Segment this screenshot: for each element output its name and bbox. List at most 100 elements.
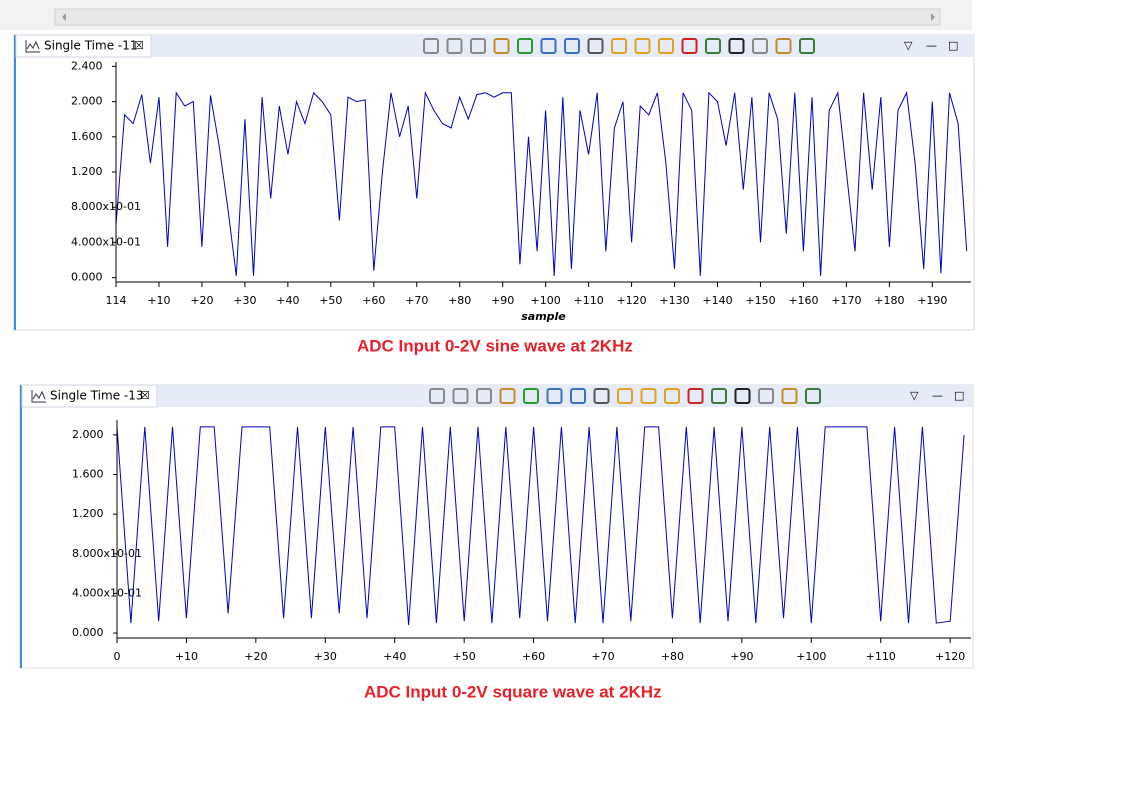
data-line [116,426,965,626]
x-axis-label: sample [521,310,566,323]
x-tick-label: +170 [831,294,861,307]
toolbar-button[interactable] [758,388,774,404]
view-edge [20,385,22,668]
caption: ADC Input 0-2V square wave at 2KHz [364,682,662,701]
toolbar-button[interactable] [587,38,604,54]
y-tick-label: 0.000 [71,271,103,284]
toolbar-button[interactable] [617,388,633,404]
toolbar-button[interactable] [540,38,557,54]
x-tick-label: +180 [874,294,904,307]
toolbar-button[interactable] [705,38,721,54]
x-tick-label: +70 [591,650,614,663]
tab-close: ☒ [134,39,144,52]
y-tick-label: 8.000x10-01 [72,547,142,560]
data-line [115,90,968,276]
x-tick-label: +70 [405,294,428,307]
x-tick-label: +40 [383,650,406,663]
x-tick-label: +90 [730,650,753,663]
toolbar-button[interactable] [570,388,586,404]
tab-icon [25,40,40,53]
toolbar-button[interactable] [564,38,580,54]
tab[interactable] [15,34,152,58]
tab-bar [22,385,973,407]
toolbar-button[interactable] [687,388,704,404]
toolbar-button[interactable] [681,38,698,54]
y-tick-label: 1.600 [71,130,103,143]
y-tick-label: 0.000 [72,626,104,639]
y-tick-label: 8.000x10-01 [71,200,141,213]
x-tick-label: +30 [233,294,256,307]
x-tick-label: +80 [661,650,684,663]
toolbar-button[interactable] [523,388,539,404]
toolbar-button[interactable] [517,38,533,54]
y-tick-label: 2.000 [72,428,104,441]
tab[interactable] [21,384,158,408]
x-tick-label: +90 [491,294,514,307]
toolbar-button[interactable] [429,388,445,404]
x-tick-label: +50 [453,650,476,663]
toolbar-button[interactable] [734,388,751,404]
view-edge [14,35,16,330]
toolbar-button[interactable] [658,38,674,54]
x-tick-label: +60 [362,294,385,307]
tab-close: ☒ [140,389,150,402]
toolbar-button[interactable] [546,388,563,404]
x-tick-label: +100 [796,650,826,663]
toolbar-button[interactable] [634,38,651,54]
tab-title: Single Time -11 [44,39,138,53]
toolbar-button[interactable] [781,388,798,404]
toolbar-button[interactable] [752,38,768,54]
x-tick-label: +120 [616,294,646,307]
toolbar-button[interactable] [452,388,469,404]
x-tick-label: +120 [935,650,965,663]
toolbar-button[interactable] [805,388,821,404]
x-tick-label: +30 [314,650,337,663]
scrollbar[interactable] [54,8,941,26]
view-panel [13,34,975,331]
x-tick-label: +140 [702,294,732,307]
x-tick-label: +110 [866,650,896,663]
toolbar-button[interactable] [611,38,627,54]
window-control[interactable]: — [926,39,937,52]
x-tick-label: +10 [175,650,198,663]
tab-icon [31,390,46,403]
toolbar-button[interactable] [446,38,463,54]
x-tick-label: +10 [147,294,170,307]
toolbar-button[interactable] [664,388,680,404]
x-tick-label: +110 [574,294,604,307]
window-control[interactable]: — [932,389,943,402]
toolbar-button[interactable] [640,388,657,404]
x-tick-label: +50 [319,294,342,307]
toolbar-button[interactable] [593,388,610,404]
x-tick-label: +190 [917,294,947,307]
y-tick-label: 2.000 [71,95,103,108]
toolbar-button[interactable] [423,38,439,54]
x-tick-label: +20 [190,294,213,307]
x-tick-label: +40 [276,294,299,307]
y-tick-label: 4.000x10-01 [72,586,142,599]
x-tick-label: +80 [448,294,471,307]
y-tick-label: 1.200 [71,165,103,178]
toolbar-button[interactable] [476,388,492,404]
tab-title: Single Time -13 [50,389,144,403]
toolbar-button[interactable] [728,38,745,54]
caption: ADC Input 0-2V sine wave at 2KHz [357,336,633,355]
y-tick-label: 2.400 [71,59,103,72]
toolbar-button[interactable] [711,388,727,404]
x-tick-label: 0 [114,650,121,663]
window-control[interactable]: □ [948,39,958,52]
y-tick-label: 4.000x10-01 [71,235,141,248]
toolbar-button[interactable] [799,38,815,54]
x-tick-label: +60 [522,650,545,663]
window-control[interactable]: ▽ [910,389,919,402]
x-tick-label: +160 [788,294,818,307]
window-control[interactable]: □ [954,389,964,402]
window-control[interactable]: ▽ [904,39,913,52]
x-tick-label: +150 [745,294,775,307]
toolbar-button[interactable] [499,388,516,404]
toolbar-button[interactable] [493,38,510,54]
x-tick-label: 114 [106,294,127,307]
toolbar-button[interactable] [470,38,486,54]
toolbar-button[interactable] [775,38,792,54]
